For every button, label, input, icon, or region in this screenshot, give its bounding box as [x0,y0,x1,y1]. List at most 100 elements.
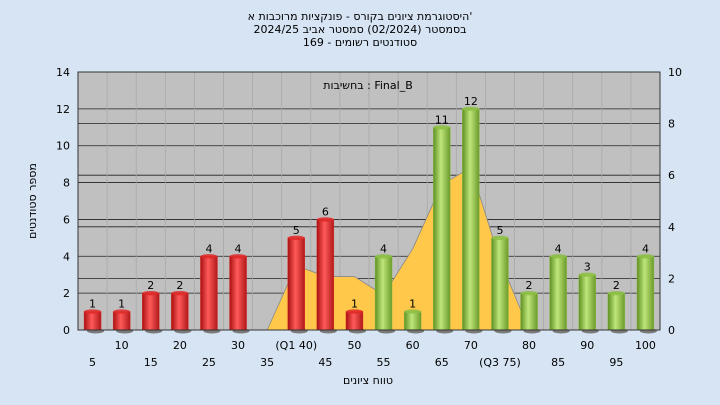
bar-value-label: 4 [380,242,387,255]
x-tick-label: 65 [435,356,449,369]
x-tick-label: 35 [260,356,274,369]
y-axis-right: 0 2 4 6 8 10 [668,66,682,337]
x-tick-label: 70 [464,339,478,352]
bar [374,256,393,331]
x-axis: 10 20 30 (Q1 40) 50 60 70 80 90 100 5 15 25 35 45 55 65 (… [89,339,656,369]
x-tick-label: 20 [173,339,187,352]
bar-value-label: 1 [118,298,125,311]
title-line-1: היסטוגרמת ציונים בקורס - פונקציות מרוכבו… [248,10,473,23]
x-tick-label: 80 [522,339,536,352]
bar-value-label: 11 [435,113,449,126]
bar [171,292,189,331]
bar [578,274,596,331]
y-tick-label: 12 [56,103,70,116]
bar-cap [636,254,654,259]
y-tick-label: 4 [63,250,70,263]
bar [316,219,335,331]
x-tick-label: 85 [551,356,565,369]
y-tick-label: 2 [63,287,70,300]
x-tick-label: 45 [318,356,332,369]
bar [345,311,364,331]
bar [112,311,131,331]
x-tick-label: 90 [580,339,594,352]
bar-value-label: 4 [642,242,649,255]
bars [83,106,657,334]
y-tick-label: 10 [56,140,70,153]
bar-value-label: 1 [351,298,358,311]
y2-tick-label: 10 [668,66,682,79]
title-line-3: סטודנטים רשומים - 169 [303,36,417,49]
bar-cap [142,290,160,296]
bar-value-label: 1 [89,298,96,311]
y2-tick-label: 2 [668,272,675,285]
bar-value-label: 4 [205,242,212,255]
bar-cap [200,254,218,259]
y2-tick-label: 0 [668,324,675,337]
bar [142,292,160,331]
bar-value-label: 1 [409,298,416,311]
y-tick-label: 8 [63,177,70,190]
bar-cap [316,217,334,222]
bar-cap [549,254,567,259]
x-tick-label: 25 [202,356,216,369]
bar-cap [287,235,305,241]
x-tick-label: 50 [347,339,361,352]
bar-value-label: 2 [176,279,183,292]
bar [83,311,102,331]
title-line-2: בסמסטר (02/2024) סמסטר אביב 2024/25 [253,23,466,36]
x-axis-title: טווח ציונים [343,374,393,387]
bar-value-label: 3 [584,261,591,274]
x-tick-label: 95 [609,356,623,369]
x-tick-label: 30 [231,339,245,352]
y-axis-left: 0 2 4 6 8 10 12 14 [56,66,70,337]
bar-value-label: 5 [293,224,300,237]
chart-title: היסטוגרמת ציונים בקורס - פונקציות מרוכבו… [248,10,473,49]
bar [491,237,509,331]
y2-tick-label: 6 [668,169,675,182]
bar-cap [462,106,480,112]
bar-cap [433,125,451,130]
x-tick-label: 5 [89,356,96,369]
bar-value-label: 2 [526,279,533,292]
y2-tick-label: 4 [668,221,675,234]
bar-value-label: 5 [496,224,503,237]
y-tick-label: 6 [63,213,70,226]
x-tick-label: (Q3 75) [479,356,521,369]
bar-cap [84,309,102,314]
bar-value-label: 6 [322,205,329,218]
bar-cap [491,235,509,241]
bar-value-label: 4 [555,242,562,255]
bar-value-label: 12 [464,95,478,108]
y-axis-title: מספר סטודנטים [26,163,39,239]
bar [607,292,626,331]
bar [229,256,247,331]
bar-value-label: 4 [235,242,242,255]
bar-value-label: 2 [613,279,620,292]
bar [287,237,305,331]
x-tick-label: 100 [635,339,656,352]
bar [433,127,451,331]
bar-cap [520,290,538,296]
bar-cap [578,272,596,277]
bar [520,292,538,331]
bar [462,108,480,331]
bar-cap [404,309,422,314]
bar-value-label: 2 [147,279,154,292]
x-tick-label: 55 [377,356,391,369]
y2-tick-label: 8 [668,118,675,131]
bar-cap [171,290,189,296]
bar [200,256,218,331]
bar [549,256,567,331]
bar-cap [229,254,247,259]
y-tick-label: 14 [56,66,70,79]
bar-cap [375,254,393,259]
bar-cap [607,290,625,296]
x-tick-label: 60 [406,339,420,352]
bar [636,256,655,331]
x-tick-label: 15 [144,356,158,369]
x-tick-label: 10 [115,339,129,352]
bar-cap [345,309,363,314]
y-tick-label: 0 [63,324,70,337]
